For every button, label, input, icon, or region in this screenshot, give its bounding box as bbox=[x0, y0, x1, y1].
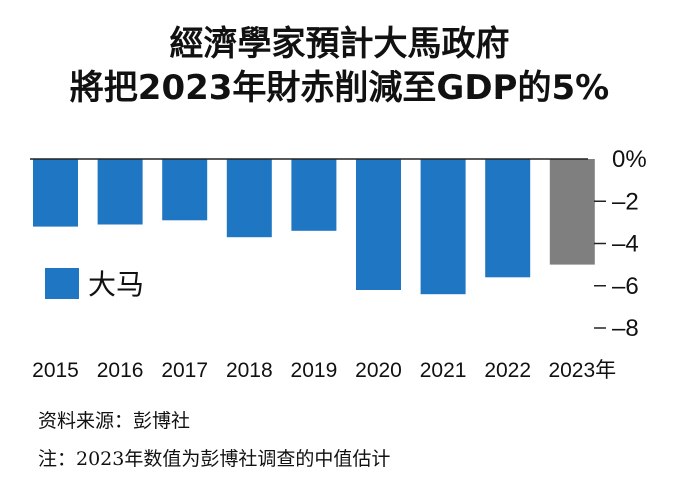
footnote: 注：2023年数值为彭博社调查的中值估计 bbox=[38, 448, 391, 470]
y-tick-label: –6 bbox=[612, 273, 639, 300]
legend-swatch bbox=[45, 268, 79, 299]
x-tick-label: 2022 bbox=[484, 359, 531, 382]
bar-7 bbox=[485, 159, 531, 278]
bar-5 bbox=[356, 159, 401, 290]
chart-title-line-2: 將把2023年財赤削減至GDP的5% bbox=[69, 68, 610, 108]
y-tick-label: –2 bbox=[612, 188, 639, 215]
bar-0 bbox=[33, 159, 78, 227]
bar-6 bbox=[420, 159, 466, 295]
bar-chart: 0% –2 –4 –6 –8 2015 2016 2017 2018 2019 2020 2021 20… bbox=[30, 146, 647, 382]
x-tick-label: 2016 bbox=[97, 359, 144, 382]
bar-3 bbox=[226, 159, 272, 238]
bar-4 bbox=[291, 159, 337, 231]
x-tick-label: 2023年 bbox=[548, 359, 616, 382]
bar-2 bbox=[162, 159, 208, 221]
x-tick-label: 2018 bbox=[226, 359, 273, 382]
legend-label: 大马 bbox=[88, 268, 144, 301]
source-note: 资料来源：彭博社 bbox=[38, 410, 191, 432]
chart-title-line-1: 經濟學家預計大馬政府 bbox=[169, 24, 510, 64]
x-tick-label: 2020 bbox=[355, 359, 402, 382]
x-tick-label: 2017 bbox=[161, 359, 208, 382]
x-tick-label: 2019 bbox=[291, 359, 338, 382]
x-tick-label: 2015 bbox=[32, 359, 79, 382]
y-tick-label: 0% bbox=[612, 146, 647, 173]
x-tick-label: 2021 bbox=[420, 359, 467, 382]
bar-estimate-8 bbox=[549, 159, 595, 265]
y-tick-label: –4 bbox=[612, 231, 639, 258]
bar-1 bbox=[97, 159, 143, 225]
y-tick-label: –8 bbox=[612, 315, 639, 342]
